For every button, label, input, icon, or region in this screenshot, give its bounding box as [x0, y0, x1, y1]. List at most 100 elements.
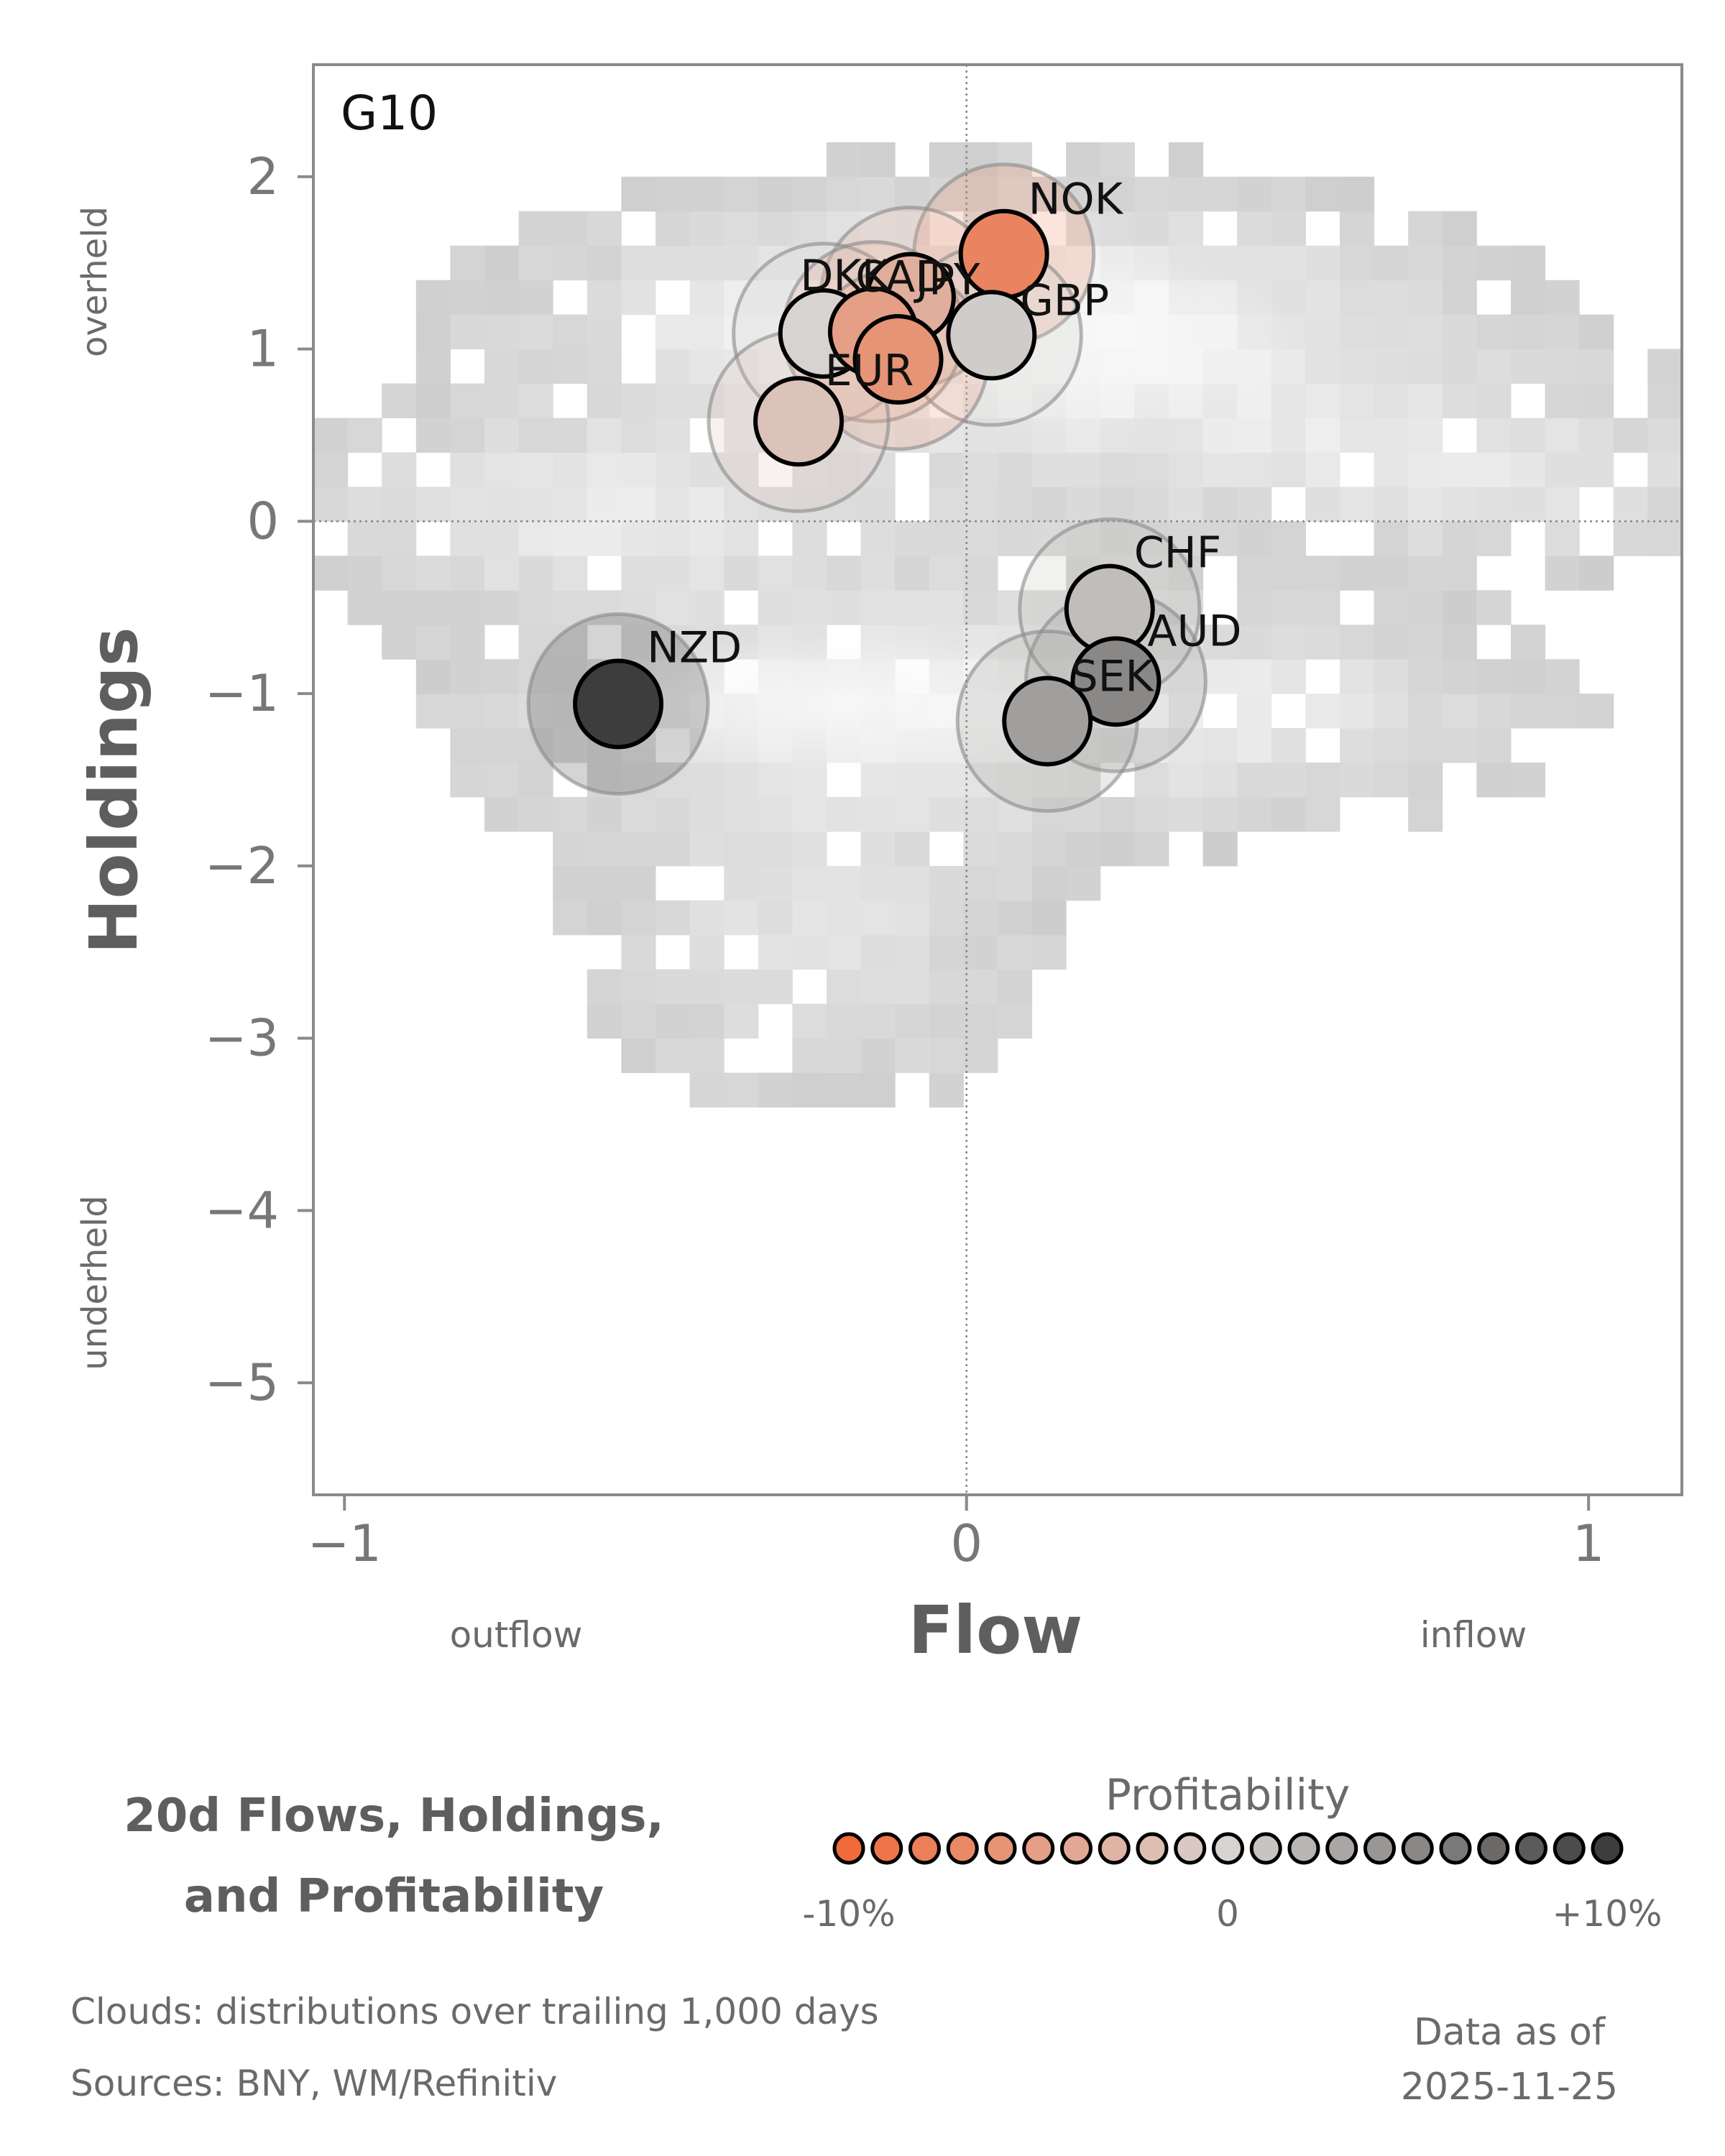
- cloud-cell: [689, 1038, 724, 1074]
- cloud-cell: [1202, 796, 1238, 832]
- cloud-cell: [1442, 452, 1477, 487]
- cloud-cell: [518, 383, 553, 419]
- cloud-cell: [724, 521, 759, 556]
- cloud-cell: [895, 831, 930, 867]
- cloud-cell: [1579, 314, 1614, 350]
- cloud-cell: [792, 865, 827, 901]
- point-label-chf: CHF: [1134, 528, 1222, 579]
- cloud-cell: [827, 934, 862, 970]
- cloud-cell: [792, 1003, 827, 1039]
- cloud-cell: [450, 418, 485, 453]
- cloud-cell: [1340, 176, 1375, 212]
- cloud-cell: [1408, 349, 1443, 384]
- cloud-cell: [518, 625, 553, 660]
- cloud-cell: [553, 590, 588, 625]
- cloud-cell: [1476, 728, 1512, 763]
- cloud-cell: [553, 625, 588, 660]
- cloud-cell: [827, 176, 862, 212]
- cloud-cell: [518, 452, 553, 487]
- cloud-cell: [382, 487, 417, 522]
- cloud-cell: [929, 1038, 964, 1074]
- x-annotation-outflow: outflow: [450, 1614, 583, 1656]
- legend-title: Profitability: [1105, 1770, 1350, 1820]
- cloud-cell: [1408, 314, 1443, 350]
- currency-points: [573, 208, 1162, 767]
- y-annotation-overheld: overheld: [75, 206, 115, 357]
- cloud-cell: [1271, 763, 1306, 798]
- cloud-cell: [347, 556, 382, 591]
- cloud-cell: [895, 796, 930, 832]
- cloud-cell: [586, 900, 622, 936]
- cloud-cell: [1647, 487, 1682, 522]
- cloud-cell: [1169, 418, 1204, 453]
- cloud-cell: [827, 900, 862, 936]
- cloud-cell: [450, 245, 485, 281]
- y-tick-label: −3: [205, 1009, 279, 1068]
- cloud-cell: [689, 383, 724, 419]
- cloud-cell: [1271, 176, 1306, 212]
- cloud-cell: [313, 418, 349, 453]
- cloud-cell: [963, 934, 998, 970]
- cloud-cell: [484, 590, 520, 625]
- legend-swatch: [1591, 1832, 1624, 1865]
- point-label-aud: AUD: [1147, 606, 1241, 656]
- cloud-cell: [1305, 245, 1340, 281]
- cloud-cell: [1031, 831, 1067, 867]
- cloud-cell: [860, 934, 896, 970]
- cloud-cell: [724, 831, 759, 867]
- cloud-cell: [1374, 625, 1409, 660]
- cloud-cell: [724, 418, 759, 453]
- cloud-cell: [1202, 452, 1238, 487]
- cloud-cell: [689, 211, 724, 247]
- cloud-cell: [621, 176, 656, 212]
- cloud-cell: [382, 521, 417, 556]
- y-tick-label: −4: [205, 1181, 279, 1240]
- cloud-cell: [1408, 763, 1443, 798]
- cloud-cell: [724, 763, 759, 798]
- y-tick-label: −5: [205, 1353, 279, 1412]
- cloud-cell: [553, 521, 588, 556]
- legend-swatch: [1552, 1832, 1586, 1865]
- cloud-cell: [860, 831, 896, 867]
- cloud-cell: [792, 556, 827, 591]
- cloud-cell: [621, 831, 656, 867]
- legend-swatch: [1022, 1832, 1055, 1865]
- cloud-cell: [758, 556, 793, 591]
- cloud-cell: [1305, 383, 1340, 419]
- cloud-cell: [1237, 625, 1272, 660]
- cloud-cell: [415, 349, 451, 384]
- cloud-cell: [998, 969, 1033, 1005]
- cloud-cell: [1647, 418, 1682, 453]
- cloud-cell: [1066, 831, 1101, 867]
- cloud-cell: [1613, 418, 1648, 453]
- cloud-cell: [586, 349, 622, 384]
- cloud-cell: [621, 280, 656, 315]
- cloud-cell: [929, 521, 964, 556]
- cloud-cell: [484, 763, 520, 798]
- cloud-cell: [656, 969, 691, 1005]
- cloud-cell: [553, 900, 588, 936]
- cloud-cell: [1237, 796, 1272, 832]
- cloud-cell: [621, 900, 656, 936]
- cloud-cell: [1305, 418, 1340, 453]
- cloud-cell: [1374, 763, 1409, 798]
- cloud-cell: [656, 314, 691, 350]
- cloud-cell: [1031, 452, 1067, 487]
- cloud-cell: [1031, 487, 1067, 522]
- cloud-cell: [1271, 245, 1306, 281]
- cloud-cell: [1476, 314, 1512, 350]
- point-label-nzd: NZD: [647, 623, 742, 673]
- cloud-cell: [1647, 521, 1682, 556]
- cloud-cell: [1169, 176, 1204, 212]
- cloud-cell: [450, 556, 485, 591]
- cloud-cell: [689, 900, 724, 936]
- cloud-cell: [347, 521, 382, 556]
- currency-point-gbp: [946, 290, 1037, 381]
- panel-label: G10: [341, 86, 438, 141]
- cloud-cell: [1408, 211, 1443, 247]
- y-tick-label: −1: [205, 664, 279, 723]
- cloud-cell: [1340, 418, 1375, 453]
- cloud-cell: [553, 418, 588, 453]
- cloud-cell: [1647, 383, 1682, 419]
